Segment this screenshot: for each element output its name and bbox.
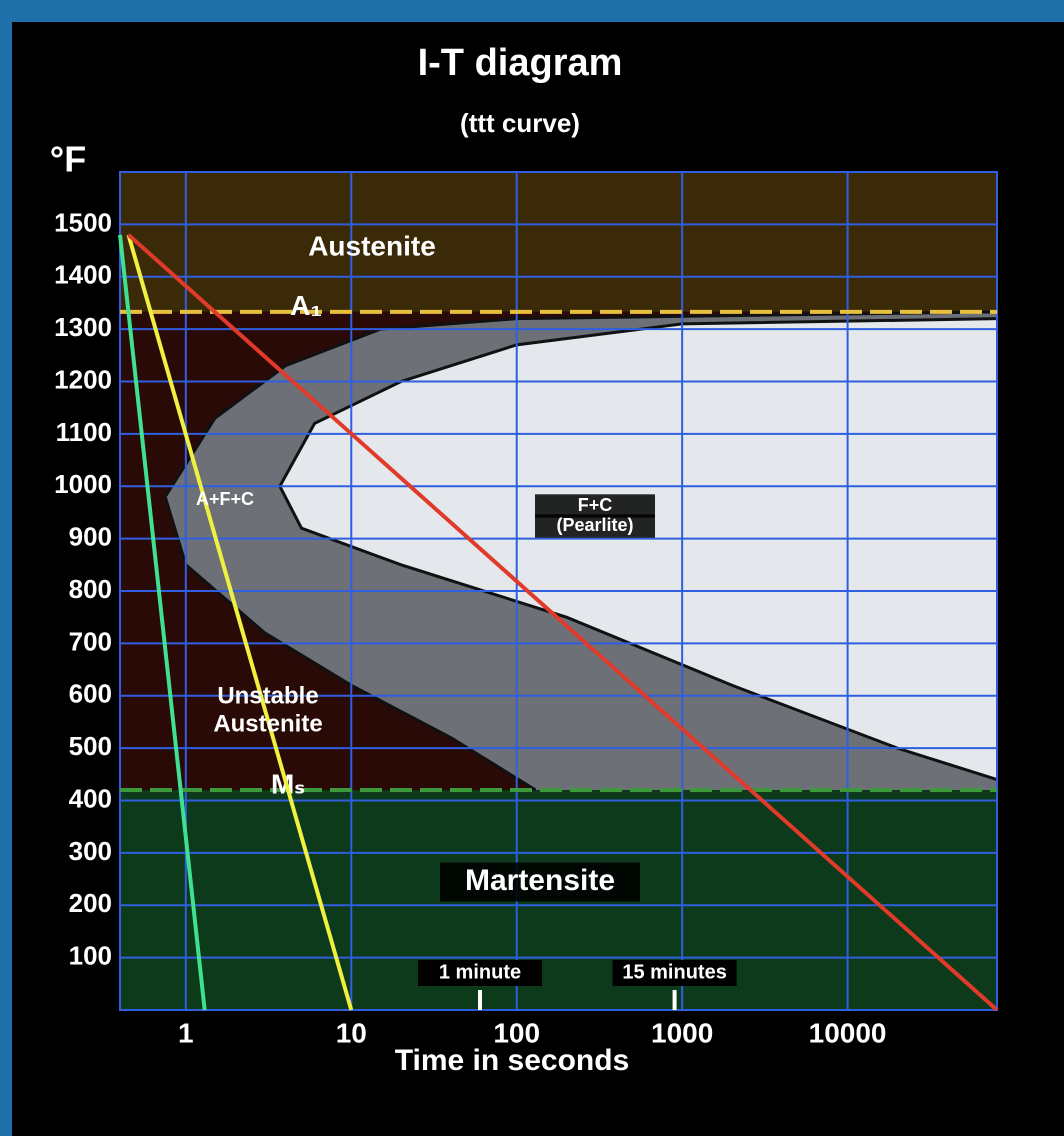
region-label: Unstable bbox=[217, 682, 318, 709]
y-tick-label: 100 bbox=[69, 941, 112, 971]
x-tick-label: 1000 bbox=[651, 1017, 713, 1048]
y-tick-label: 700 bbox=[69, 626, 112, 656]
y-tick-label: 900 bbox=[69, 522, 112, 552]
chart: I-T diagram (ttt curve) °F Time in secon… bbox=[0, 0, 1064, 1136]
y-tick-label: 200 bbox=[69, 888, 112, 918]
time-marker-label: 15 minutes bbox=[622, 961, 726, 983]
region-label: Austenite bbox=[308, 230, 436, 261]
top-border bbox=[0, 0, 1064, 22]
y-tick-label: 1500 bbox=[54, 207, 112, 237]
page: I-T diagram (ttt curve) °F Time in secon… bbox=[0, 0, 1064, 1136]
austenite-band bbox=[120, 172, 997, 312]
x-tick-label: 10 bbox=[336, 1017, 367, 1048]
chart-subtitle: (ttt curve) bbox=[460, 108, 580, 138]
y-axis-label: °F bbox=[50, 139, 86, 180]
region-label: A+F+C bbox=[196, 489, 254, 509]
y-tick-label: 300 bbox=[69, 836, 112, 866]
y-tick-label: 1000 bbox=[54, 469, 112, 499]
x-tick-label: 1 bbox=[178, 1017, 194, 1048]
y-tick-label: 1200 bbox=[54, 364, 112, 394]
region-label: Martensite bbox=[465, 864, 615, 897]
y-tick-label: 600 bbox=[69, 679, 112, 709]
y-tick-label: 1100 bbox=[56, 417, 112, 447]
time-marker-label: 1 minute bbox=[439, 961, 521, 983]
x-axis-label: Time in seconds bbox=[395, 1044, 630, 1077]
region-label: F+C bbox=[578, 495, 613, 515]
region-label: Austenite bbox=[213, 710, 322, 737]
y-tick-label: 400 bbox=[69, 783, 112, 813]
region-label: (Pearlite) bbox=[556, 515, 633, 535]
chart-title: I-T diagram bbox=[418, 42, 623, 84]
y-tick-label: 1300 bbox=[54, 312, 112, 342]
left-border bbox=[0, 0, 12, 1136]
y-tick-label: 1400 bbox=[54, 260, 112, 290]
level-label: A₁ bbox=[290, 290, 322, 321]
y-tick-label: 500 bbox=[69, 731, 112, 761]
x-tick-label: 100 bbox=[493, 1017, 540, 1048]
x-tick-label: 10000 bbox=[809, 1017, 887, 1048]
y-tick-label: 800 bbox=[69, 574, 112, 604]
